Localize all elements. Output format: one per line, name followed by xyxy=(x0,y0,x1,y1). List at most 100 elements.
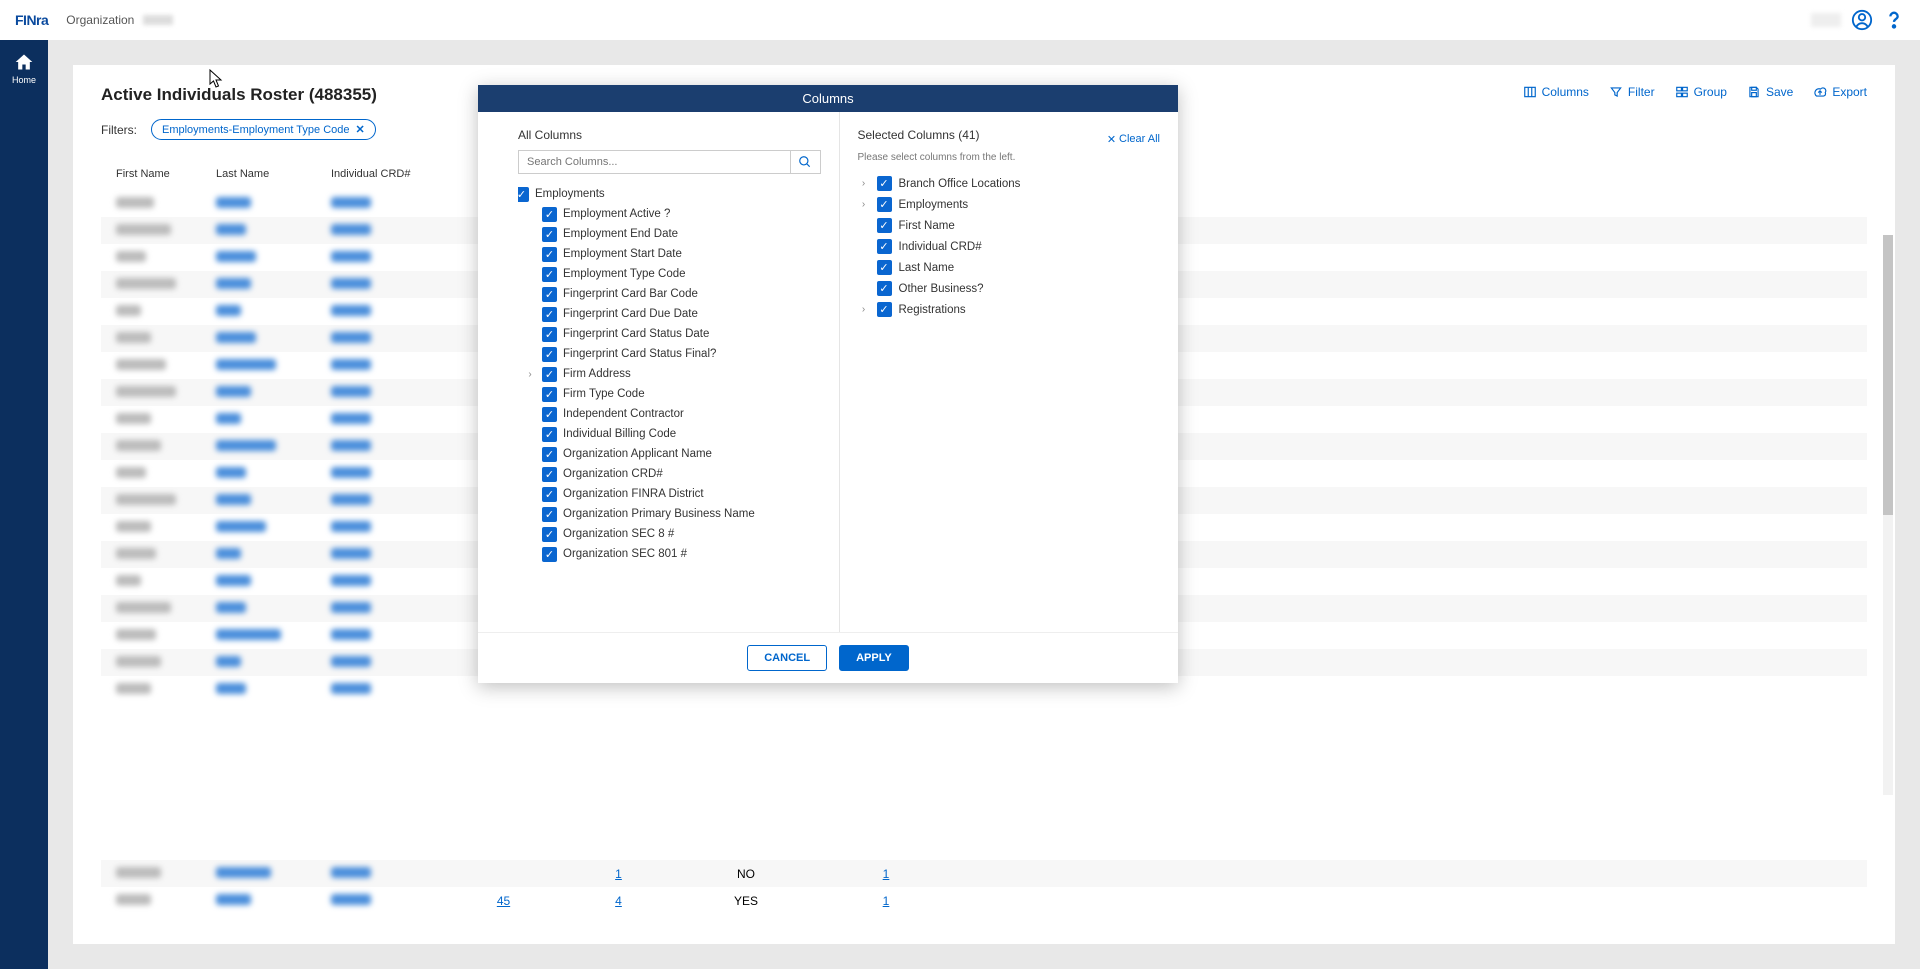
cell-link[interactable]: 1 xyxy=(816,867,956,881)
expand-icon[interactable]: › xyxy=(858,304,870,315)
tree-column-item[interactable]: ✓Organization CRD# xyxy=(542,464,821,484)
tree-column-item[interactable]: ✓Organization SEC 801 # xyxy=(542,544,821,564)
tree-item-label: Fingerprint Card Due Date xyxy=(563,308,698,320)
tree-parent-employments[interactable]: ⌄ ✓ Employments xyxy=(518,184,821,204)
checkbox-icon[interactable]: ✓ xyxy=(542,287,557,302)
tree-column-item[interactable]: ✓Organization Primary Business Name xyxy=(542,504,821,524)
tree-parent-label: Employments xyxy=(535,188,605,200)
organization-label: Organization xyxy=(66,13,134,27)
filter-pill-remove-icon[interactable]: ✕ xyxy=(356,123,365,136)
tree-column-item[interactable]: ✓Employment End Date xyxy=(542,224,821,244)
checkbox-icon[interactable]: ✓ xyxy=(542,447,557,462)
th-last-name[interactable]: Last Name xyxy=(216,164,331,184)
checkbox-icon[interactable]: ✓ xyxy=(877,302,892,317)
cell-link[interactable]: 4 xyxy=(561,894,676,908)
checkbox-icon[interactable]: ✓ xyxy=(542,507,557,522)
checkbox-icon[interactable]: ✓ xyxy=(542,387,557,402)
filter-button[interactable]: Filter xyxy=(1609,85,1655,99)
clear-all-link[interactable]: ✕ Clear All xyxy=(1107,133,1160,146)
selected-column-item[interactable]: ✓First Name xyxy=(858,215,1161,236)
checkbox-icon[interactable]: ✓ xyxy=(542,467,557,482)
checkbox-icon[interactable]: ✓ xyxy=(542,527,557,542)
checkbox-icon[interactable]: ✓ xyxy=(542,247,557,262)
header-left: FINra Organization xyxy=(15,11,173,29)
header-blur xyxy=(1811,13,1841,27)
cell-link[interactable]: 45 xyxy=(446,894,561,908)
tree-column-item[interactable]: ✓Employment Active ? xyxy=(542,204,821,224)
tree-column-item[interactable]: ✓Employment Start Date xyxy=(542,244,821,264)
table-row[interactable]: 1 NO 1 xyxy=(101,860,1867,887)
tree-column-item[interactable]: ✓Employment Type Code xyxy=(542,264,821,284)
selected-column-item[interactable]: › ✓ Registrations xyxy=(858,299,1161,320)
export-button[interactable]: Export xyxy=(1813,85,1867,99)
search-columns-wrap xyxy=(518,150,821,174)
tree-column-item[interactable]: ✓Fingerprint Card Status Final? xyxy=(542,344,821,364)
checkbox-icon[interactable]: ✓ xyxy=(877,239,892,254)
checkbox-icon[interactable]: ✓ xyxy=(542,227,557,242)
selected-columns-sub: Please select columns from the left. xyxy=(858,152,1161,163)
checkbox-icon[interactable]: ✓ xyxy=(542,327,557,342)
search-columns-input[interactable] xyxy=(519,151,790,173)
cell-link[interactable]: 1 xyxy=(816,894,956,908)
filter-pill[interactable]: Employments-Employment Type Code ✕ xyxy=(151,119,376,140)
checkbox-icon[interactable]: ✓ xyxy=(542,307,557,322)
cell-text: NO xyxy=(676,867,816,881)
search-icon[interactable] xyxy=(790,151,820,173)
checkbox-icon[interactable]: ✓ xyxy=(877,197,892,212)
selected-columns-list[interactable]: ›✓Branch Office Locations›✓Employments✓F… xyxy=(858,173,1161,622)
checkbox-icon[interactable]: ✓ xyxy=(542,367,557,382)
tree-item-label: Organization Applicant Name xyxy=(563,448,712,460)
checkbox-icon[interactable]: ✓ xyxy=(542,407,557,422)
th-individual-crd[interactable]: Individual CRD# xyxy=(331,164,446,184)
all-columns-tree[interactable]: ⌄ ✓ Employments ✓Employment Active ?✓Emp… xyxy=(518,184,821,622)
help-icon[interactable] xyxy=(1883,9,1905,31)
tree-column-item[interactable]: ✓Individual Billing Code xyxy=(542,424,821,444)
cell-link[interactable]: 1 xyxy=(561,867,676,881)
checkbox-icon[interactable]: ✓ xyxy=(542,267,557,282)
top-header: FINra Organization xyxy=(0,0,1920,40)
checkbox-icon[interactable]: ✓ xyxy=(542,487,557,502)
checkbox-icon[interactable]: ✓ xyxy=(542,207,557,222)
tree-column-item[interactable]: ✓ Organization Applicant Name xyxy=(542,444,821,464)
table-row[interactable]: 45 4 YES 1 xyxy=(101,887,1867,914)
selected-column-item[interactable]: ›✓Employments xyxy=(858,194,1161,215)
tree-column-item[interactable]: ✓Firm Type Code xyxy=(542,384,821,404)
expand-icon[interactable]: › xyxy=(858,178,870,189)
sidebar-item-home[interactable]: Home xyxy=(12,52,36,85)
org-blur xyxy=(143,15,173,25)
expand-icon[interactable]: › xyxy=(858,199,870,210)
group-button[interactable]: Group xyxy=(1675,85,1727,99)
tree-column-item[interactable]: ✓Fingerprint Card Status Date xyxy=(542,324,821,344)
checkbox-icon[interactable]: ✓ xyxy=(542,427,557,442)
checkbox-icon[interactable]: ✓ xyxy=(518,187,529,202)
columns-button[interactable]: Columns xyxy=(1523,85,1589,99)
checkbox-icon[interactable]: ✓ xyxy=(877,218,892,233)
selected-item-label: Registrations xyxy=(899,304,966,316)
tree-column-item[interactable]: ›✓Firm Address xyxy=(542,364,821,384)
tree-column-item[interactable]: ✓ Fingerprint Card Due Date xyxy=(542,304,821,324)
user-icon[interactable] xyxy=(1851,9,1873,31)
close-icon: ✕ xyxy=(1107,133,1116,146)
selected-column-item[interactable]: ✓Other Business? xyxy=(858,278,1161,299)
checkbox-icon[interactable]: ✓ xyxy=(542,347,557,362)
modal-title: Columns xyxy=(478,85,1178,112)
cancel-button[interactable]: CANCEL xyxy=(747,645,827,671)
save-button[interactable]: Save xyxy=(1747,85,1793,99)
apply-button[interactable]: APPLY xyxy=(839,645,909,671)
selected-column-item[interactable]: ›✓Branch Office Locations xyxy=(858,173,1161,194)
expand-icon[interactable]: › xyxy=(524,368,536,380)
sidebar-home-label: Home xyxy=(12,75,36,85)
panel: Active Individuals Roster (488355) Colum… xyxy=(73,65,1895,944)
checkbox-icon[interactable]: ✓ xyxy=(542,547,557,562)
vertical-scrollbar[interactable] xyxy=(1883,235,1893,795)
th-first-name[interactable]: First Name xyxy=(101,164,216,184)
checkbox-icon[interactable]: ✓ xyxy=(877,176,892,191)
selected-column-item[interactable]: ✓Individual CRD# xyxy=(858,236,1161,257)
selected-column-item[interactable]: ✓Last Name xyxy=(858,257,1161,278)
checkbox-icon[interactable]: ✓ xyxy=(877,281,892,296)
tree-column-item[interactable]: ✓Independent Contractor xyxy=(542,404,821,424)
checkbox-icon[interactable]: ✓ xyxy=(877,260,892,275)
tree-column-item[interactable]: ✓Organization SEC 8 # xyxy=(542,524,821,544)
tree-column-item[interactable]: ✓Fingerprint Card Bar Code xyxy=(542,284,821,304)
tree-column-item[interactable]: ✓Organization FINRA District xyxy=(542,484,821,504)
